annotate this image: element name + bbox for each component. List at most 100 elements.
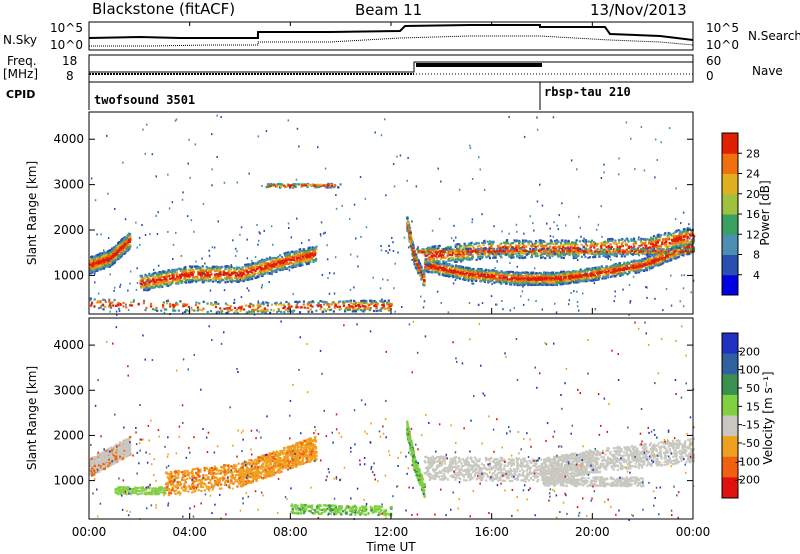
- echo-cell: [683, 228, 686, 231]
- echo-cell: [295, 250, 298, 253]
- echo-cell: [587, 240, 590, 243]
- echo-cell: [301, 250, 304, 253]
- echo-cell: [508, 271, 511, 274]
- echo-cell: [525, 275, 528, 278]
- echo-cell: [127, 234, 130, 237]
- echo-cell: [102, 252, 106, 255]
- echo-cell: [425, 266, 428, 269]
- echo-cell: [529, 240, 532, 243]
- echo-cell: [518, 277, 521, 281]
- echo-cell: [626, 262, 629, 265]
- echo-cell: [243, 277, 246, 280]
- echo-cell: [92, 270, 95, 273]
- echo-cell: [177, 281, 180, 284]
- echo-cell: [417, 260, 421, 263]
- echo-cell: [177, 282, 180, 285]
- echo-cell: [172, 269, 175, 272]
- echo-cell: [571, 276, 574, 279]
- freq-panel-frame: [88, 54, 694, 83]
- echo-cell: [220, 270, 223, 273]
- echo-cell: [438, 270, 441, 273]
- echo-cell: [171, 269, 174, 272]
- echo-cell: [567, 272, 570, 275]
- echo-cell: [234, 269, 237, 272]
- echo-cell: [310, 248, 313, 251]
- echo-cell: [179, 267, 182, 271]
- echo-cell: [485, 268, 488, 271]
- echo-cell: [458, 271, 461, 274]
- echo-cell: [410, 238, 413, 241]
- echo-cell: [563, 276, 567, 279]
- echo-cell: [472, 247, 475, 250]
- echo-cell: [239, 267, 242, 271]
- echo-cell: [541, 256, 545, 259]
- echo-cell: [193, 276, 196, 279]
- echo-cell: [477, 272, 480, 275]
- echo-cell: [447, 273, 450, 276]
- echo-cell: [103, 261, 106, 264]
- echo-cell: [413, 263, 416, 266]
- echo-cell: [236, 278, 239, 281]
- echo-cell: [184, 280, 187, 283]
- noise-search-line: [89, 35, 694, 47]
- echo-cell: [177, 277, 181, 280]
- echo-cell: [496, 277, 499, 280]
- echo-cell: [170, 270, 173, 273]
- echo-cell: [258, 263, 262, 266]
- echo-cell: [208, 279, 212, 282]
- echo-cell: [412, 251, 415, 254]
- echo-cell: [521, 257, 525, 260]
- echo-cell: [238, 274, 241, 277]
- echo-cell: [259, 261, 262, 264]
- echo-cell: [615, 255, 618, 258]
- echo-cell: [579, 279, 583, 282]
- echo-cell: [281, 266, 284, 269]
- echo-cell: [292, 256, 295, 259]
- echo-cell: [109, 259, 112, 262]
- echo-cell: [569, 281, 572, 284]
- echo-cell: [267, 258, 270, 261]
- echo-cell: [496, 280, 499, 283]
- echo-cell: [96, 253, 99, 257]
- echo-cell: [275, 262, 278, 265]
- echo-cell: [553, 273, 556, 276]
- echo-cell: [640, 262, 643, 265]
- echo-cell: [110, 250, 113, 253]
- echo-cell: [244, 263, 247, 266]
- echo-cell: [232, 272, 235, 275]
- echo-cell: [283, 263, 286, 266]
- echo-cell: [275, 257, 278, 260]
- echo-cell: [496, 244, 500, 248]
- echo-cell: [159, 274, 162, 277]
- echo-cell: [575, 275, 578, 278]
- echo-cell: [252, 262, 255, 265]
- echo-cell: [246, 272, 250, 275]
- echo-cell: [630, 268, 633, 271]
- echo-cell: [240, 279, 243, 282]
- echo-cell: [674, 256, 677, 259]
- echo-cell: [289, 261, 292, 265]
- echo-cell: [176, 279, 179, 282]
- echo-cell: [651, 259, 654, 262]
- echo-cell: [646, 256, 649, 259]
- echo-cell: [507, 280, 510, 283]
- echo-cell: [301, 263, 304, 266]
- echo-cell: [196, 270, 200, 273]
- echo-cell: [657, 258, 660, 261]
- echo-cell: [115, 246, 118, 249]
- echo-cell: [240, 274, 243, 277]
- echo-cell: [265, 266, 269, 269]
- echo-cell: [168, 272, 171, 275]
- echo-cell: [468, 270, 471, 273]
- echo-cell: [559, 276, 562, 279]
- echo-cell: [147, 279, 150, 282]
- echo-cell: [250, 268, 253, 271]
- echo-cell: [232, 270, 235, 274]
- echo-cell: [229, 269, 232, 272]
- echo-cell: [683, 238, 686, 241]
- echo-cell: [245, 276, 248, 279]
- echo-cell: [292, 254, 296, 257]
- echo-cell: [257, 275, 260, 279]
- echo-cell: [171, 274, 174, 278]
- echo-cell: [167, 281, 170, 285]
